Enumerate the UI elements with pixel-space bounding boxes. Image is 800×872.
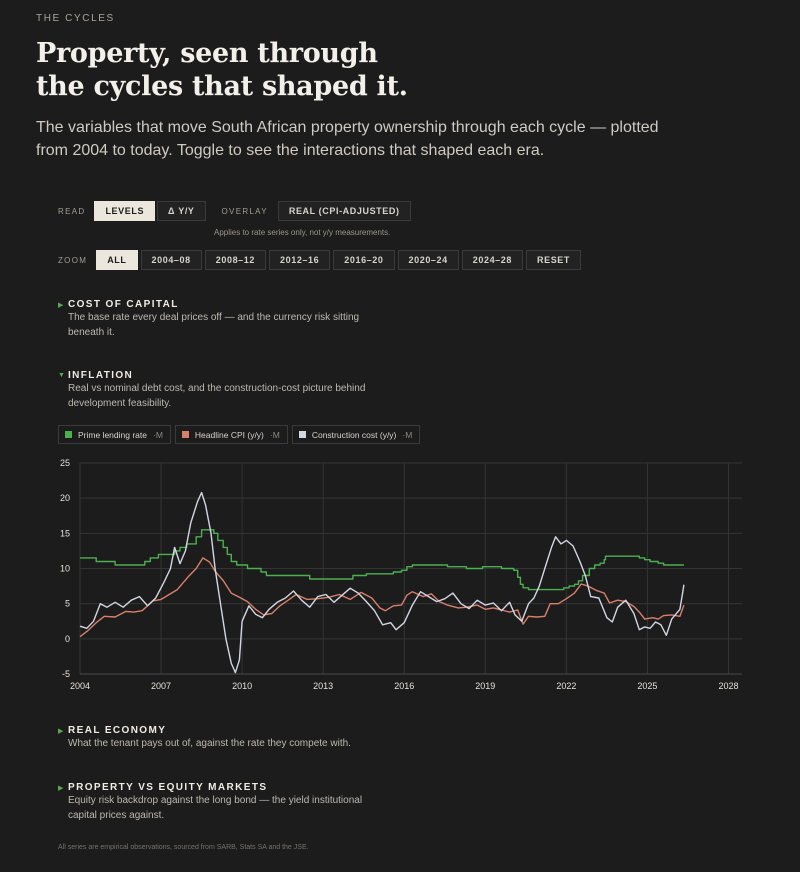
zoom-all-button[interactable]: ALL [96,250,138,270]
legend-label: Prime lending rate [78,429,147,440]
read-levels-button[interactable]: LEVELS [94,201,156,221]
x-tick-label: 2010 [232,681,252,691]
zoom-2024-28-button[interactable]: 2024–28 [461,250,523,270]
section-description-line: What the tenant pays out of, against the… [68,738,351,749]
footnote: All series are empirical observations, s… [58,844,309,851]
section-title: INFLATION [68,370,134,381]
y-tick-label: 15 [60,528,70,538]
zoom-2016-20-button[interactable]: 2016–20 [333,250,395,270]
overlay-real-button[interactable]: REAL (CPI-ADJUSTED) [277,201,411,221]
y-tick-label: 20 [60,493,70,503]
overlay-note: Applies to rate series only, not y/y mea… [214,228,391,237]
zoom-label: ZOOM [58,255,88,265]
section-description-line: The base rate every deal prices off — an… [68,312,360,323]
section-toggle-property-vs-equity[interactable]: ▶ PROPERTY VS EQUITY MARKETS [58,782,362,793]
section-cost-of-capital: ▶ COST OF CAPITAL The base rate every de… [58,299,359,340]
read-label: READ [58,206,86,216]
section-description: Real vs nominal debt cost, and the const… [68,381,365,411]
legend-label: Headline CPI (y/y) [194,429,264,440]
section-description-line: Equity risk backdrop against the long bo… [68,795,363,806]
y-tick-label: 10 [60,564,70,574]
section-description: Equity risk backdrop against the long bo… [68,793,362,823]
legend-swatch-grey [298,431,306,438]
series-line-headline-cpi-y-y [79,557,685,638]
caret-right-icon: ▶ [58,727,64,735]
section-property-vs-equity: ▶ PROPERTY VS EQUITY MARKETS Equity risk… [58,782,362,823]
page-title-line-2: the cycles that shaped it. [36,71,408,102]
x-tick-label: 2019 [475,681,495,691]
read-control: READ LEVELS Δ Y/Y OVERLAY REAL (CPI-ADJU… [58,201,411,221]
y-tick-label: 25 [60,458,70,468]
zoom-control: ZOOM ALL 2004–08 2008–12 2012–16 2016–20… [58,250,582,270]
page-title: Property, seen through the cycles that s… [36,37,408,103]
legend-item-prime-rate[interactable]: Prime lending rate ·M [58,425,171,444]
x-tick-label: 2028 [718,681,738,691]
series-line-construction-cost-y-y [79,491,685,674]
series-line-prime-lending-rate [80,529,684,591]
x-tick-label: 2022 [556,681,576,691]
zoom-2008-12-button[interactable]: 2008–12 [204,250,266,270]
section-description-line: development feasibility. [68,398,172,409]
read-yoy-button[interactable]: Δ Y/Y [157,201,206,221]
section-description: What the tenant pays out of, against the… [68,736,351,751]
caret-right-icon: ▶ [58,301,64,309]
y-tick-label: 5 [65,599,70,609]
x-tick-label: 2007 [151,681,171,691]
section-description-line: Real vs nominal debt cost, and the const… [68,383,366,394]
section-toggle-real-economy[interactable]: ▶ REAL ECONOMY [58,725,351,736]
legend-item-headline-cpi[interactable]: Headline CPI (y/y) ·M [174,425,288,444]
section-inflation: ▼ INFLATION Real vs nominal debt cost, a… [58,370,365,411]
section-title: PROPERTY VS EQUITY MARKETS [68,782,268,793]
overlay-label: OVERLAY [221,206,268,216]
eyebrow-label: THE CYCLES [36,13,115,24]
caret-down-icon: ▼ [58,372,65,379]
y-tick-label: -5 [62,669,70,679]
legend-frequency: ·M [269,429,280,440]
y-tick-label: 0 [65,634,70,644]
section-real-economy: ▶ REAL ECONOMY What the tenant pays out … [58,725,351,751]
section-toggle-cost-of-capital[interactable]: ▶ COST OF CAPITAL [58,299,359,310]
page-title-line-1: Property, seen through [36,38,378,69]
x-tick-label: 2025 [637,681,657,691]
section-toggle-inflation[interactable]: ▼ INFLATION [58,370,365,381]
zoom-2020-24-button[interactable]: 2020–24 [397,250,459,270]
section-description: The base rate every deal prices off — an… [68,310,359,340]
legend-swatch-salmon [181,431,189,438]
page-subtitle: The variables that move South African pr… [36,119,659,159]
x-tick-label: 2013 [313,681,333,691]
legend-frequency: ·M [152,429,163,440]
legend-item-construction-cost[interactable]: Construction cost (y/y) ·M [291,425,421,444]
section-description-line: capital prices against. [68,810,165,821]
chart-legend: Prime lending rate ·M Headline CPI (y/y)… [58,425,424,444]
legend-label: Construction cost (y/y) [311,429,397,440]
section-title: REAL ECONOMY [68,725,167,736]
zoom-2004-08-button[interactable]: 2004–08 [140,250,202,270]
section-title: COST OF CAPITAL [68,299,179,310]
legend-frequency: ·M [402,429,413,440]
x-tick-label: 2016 [394,681,414,691]
legend-swatch-green [65,431,72,438]
section-description-line: beneath it. [68,327,115,338]
zoom-reset-button[interactable]: RESET [526,250,582,270]
zoom-2012-16-button[interactable]: 2012–16 [269,250,331,270]
x-tick-label: 2004 [70,681,90,691]
caret-right-icon: ▶ [58,784,64,792]
